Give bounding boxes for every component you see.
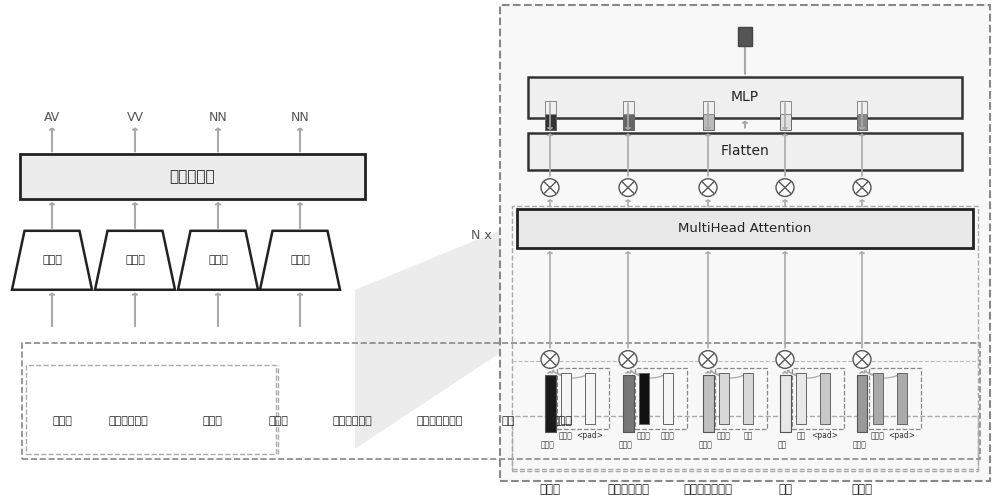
FancyBboxPatch shape <box>719 373 729 424</box>
Circle shape <box>776 179 794 197</box>
FancyBboxPatch shape <box>639 373 649 424</box>
Text: ออก: ออก <box>202 416 222 426</box>
Text: MLP: MLP <box>731 90 759 104</box>
FancyBboxPatch shape <box>738 27 752 46</box>
Text: ถึง: ถึง <box>552 416 572 426</box>
Text: <pad>: <pad> <box>889 431 916 440</box>
FancyBboxPatch shape <box>856 101 867 114</box>
Text: การ: การ <box>661 431 675 440</box>
FancyBboxPatch shape <box>561 373 571 424</box>
Polygon shape <box>178 231 258 290</box>
Circle shape <box>853 179 871 197</box>
Circle shape <box>619 350 637 368</box>
Text: ประชาชน: ประชาชน <box>684 483 732 495</box>
Text: ใน: ใน <box>796 431 806 440</box>
FancyBboxPatch shape <box>897 373 907 424</box>
Text: 编码器: 编码器 <box>290 255 310 265</box>
FancyBboxPatch shape <box>856 375 867 432</box>
Text: ให้: ให้ <box>541 440 554 449</box>
Text: ประ: ประ <box>717 431 731 440</box>
Text: ถึง: ถึง <box>851 483 872 495</box>
Circle shape <box>776 350 794 368</box>
Text: NN: NN <box>291 111 309 124</box>
Text: ให้: ให้ <box>559 431 573 440</box>
Text: ประชาชน: ประชาชน <box>417 416 463 426</box>
FancyBboxPatch shape <box>585 373 595 424</box>
Text: บริ: บริ <box>619 440 632 449</box>
FancyBboxPatch shape <box>820 373 830 424</box>
FancyBboxPatch shape <box>780 375 790 432</box>
Text: บริการ: บริการ <box>332 416 372 426</box>
Circle shape <box>699 350 717 368</box>
Circle shape <box>541 350 559 368</box>
Text: ถึง: ถึง <box>853 440 866 449</box>
Circle shape <box>619 179 637 197</box>
FancyBboxPatch shape <box>702 375 714 432</box>
FancyBboxPatch shape <box>622 114 634 130</box>
Text: NN: NN <box>209 111 227 124</box>
FancyBboxPatch shape <box>780 101 790 114</box>
Text: AV: AV <box>44 111 60 124</box>
FancyBboxPatch shape <box>544 375 556 432</box>
Text: ใน: ใน <box>778 483 792 495</box>
FancyBboxPatch shape <box>702 114 714 130</box>
FancyBboxPatch shape <box>517 209 973 248</box>
FancyBboxPatch shape <box>663 373 673 424</box>
Text: VV: VV <box>126 111 144 124</box>
FancyBboxPatch shape <box>796 373 806 424</box>
FancyBboxPatch shape <box>743 373 753 424</box>
Text: นอกจาก: นอกจาก <box>108 416 148 426</box>
FancyBboxPatch shape <box>20 154 365 199</box>
Text: บริ: บริ <box>637 431 651 440</box>
Text: 编码器: 编码器 <box>42 255 62 265</box>
FancyBboxPatch shape <box>544 114 556 130</box>
Circle shape <box>541 179 559 197</box>
FancyBboxPatch shape <box>780 114 790 130</box>
Text: N x: N x <box>471 229 492 242</box>
Polygon shape <box>260 231 340 290</box>
Text: โดย: โดย <box>52 416 72 426</box>
Text: ประ: ประ <box>699 440 712 449</box>
FancyBboxPatch shape <box>528 77 962 118</box>
Polygon shape <box>355 32 985 449</box>
FancyBboxPatch shape <box>622 101 634 114</box>
Text: ให้: ให้ <box>268 416 288 426</box>
FancyBboxPatch shape <box>622 375 634 432</box>
FancyBboxPatch shape <box>856 114 867 130</box>
Text: ถึง: ถึง <box>871 431 885 440</box>
FancyBboxPatch shape <box>528 133 962 170</box>
Text: MultiHead Attention: MultiHead Attention <box>678 222 812 235</box>
Circle shape <box>699 179 717 197</box>
Text: <pad>: <pad> <box>812 431 838 440</box>
Polygon shape <box>95 231 175 290</box>
Polygon shape <box>12 231 92 290</box>
Text: ให้: ให้ <box>540 483 560 495</box>
Text: 条件随机场: 条件随机场 <box>170 169 215 184</box>
Text: <pad>: <pad> <box>576 431 604 440</box>
Text: ชน: ชน <box>743 431 753 440</box>
Text: 编码器: 编码器 <box>208 255 228 265</box>
Text: บริการ: บริการ <box>607 483 649 495</box>
FancyBboxPatch shape <box>500 5 990 481</box>
Text: ใน: ใน <box>501 416 515 426</box>
FancyBboxPatch shape <box>702 101 714 114</box>
FancyBboxPatch shape <box>544 101 556 114</box>
Text: Flatten: Flatten <box>721 144 769 158</box>
FancyBboxPatch shape <box>873 373 883 424</box>
Circle shape <box>853 350 871 368</box>
Text: 编码器: 编码器 <box>125 255 145 265</box>
Text: ใน: ใน <box>778 440 787 449</box>
